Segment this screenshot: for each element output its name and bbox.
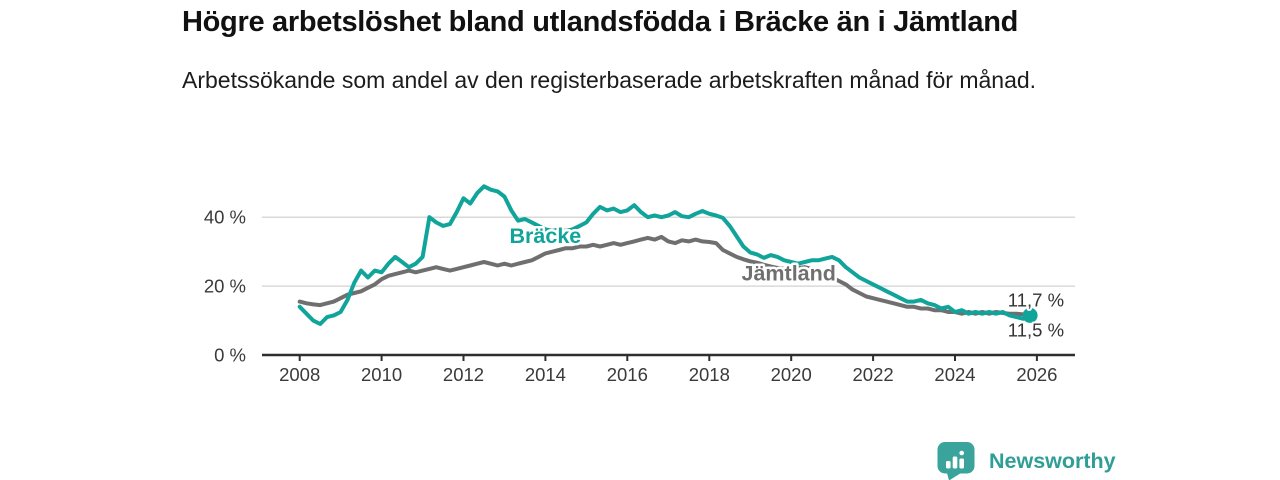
latest-value-label-bracke: 11,5 % [1008,319,1064,340]
x-axis-tick-label: 2014 [525,364,566,385]
y-axis-tick-label: 40 % [204,207,246,228]
x-axis-tick-label: 2010 [361,364,402,385]
x-axis-tick-label: 2008 [279,364,320,385]
newsworthy-wordmark: Newsworthy [989,448,1116,473]
x-axis-tick-label: 2020 [771,364,812,385]
x-axis-tick-label: 2012 [443,364,484,385]
bracke-line [297,184,1033,326]
x-axis-tick-label: 2026 [1016,364,1057,385]
y-axis-tick-label: 20 % [204,276,246,297]
chart-subtitle: Arbetssökande som andel av den registerb… [182,67,1037,93]
newsworthy-branding: Newsworthy [936,441,1116,480]
y-axis-tick-label: 0 % [214,345,246,366]
x-axis-tick-label: 2024 [934,364,975,385]
latest-value-label-jamtland: 11,7 % [1008,289,1064,310]
chart-title: Högre arbetslöshet bland utlandsfödda i … [182,6,1019,38]
x-axis-tick-label: 2018 [689,364,730,385]
newsworthy-logo-icon [937,442,975,480]
jamtland-line [297,234,1033,317]
bracke-series-label: Bräcke [510,224,582,248]
jamtland-series-label: Jämtland [742,261,836,285]
bracke-latest-dot [1022,307,1038,323]
x-axis-tick-label: 2022 [853,364,894,385]
x-axis-tick-label: 2016 [607,364,648,385]
